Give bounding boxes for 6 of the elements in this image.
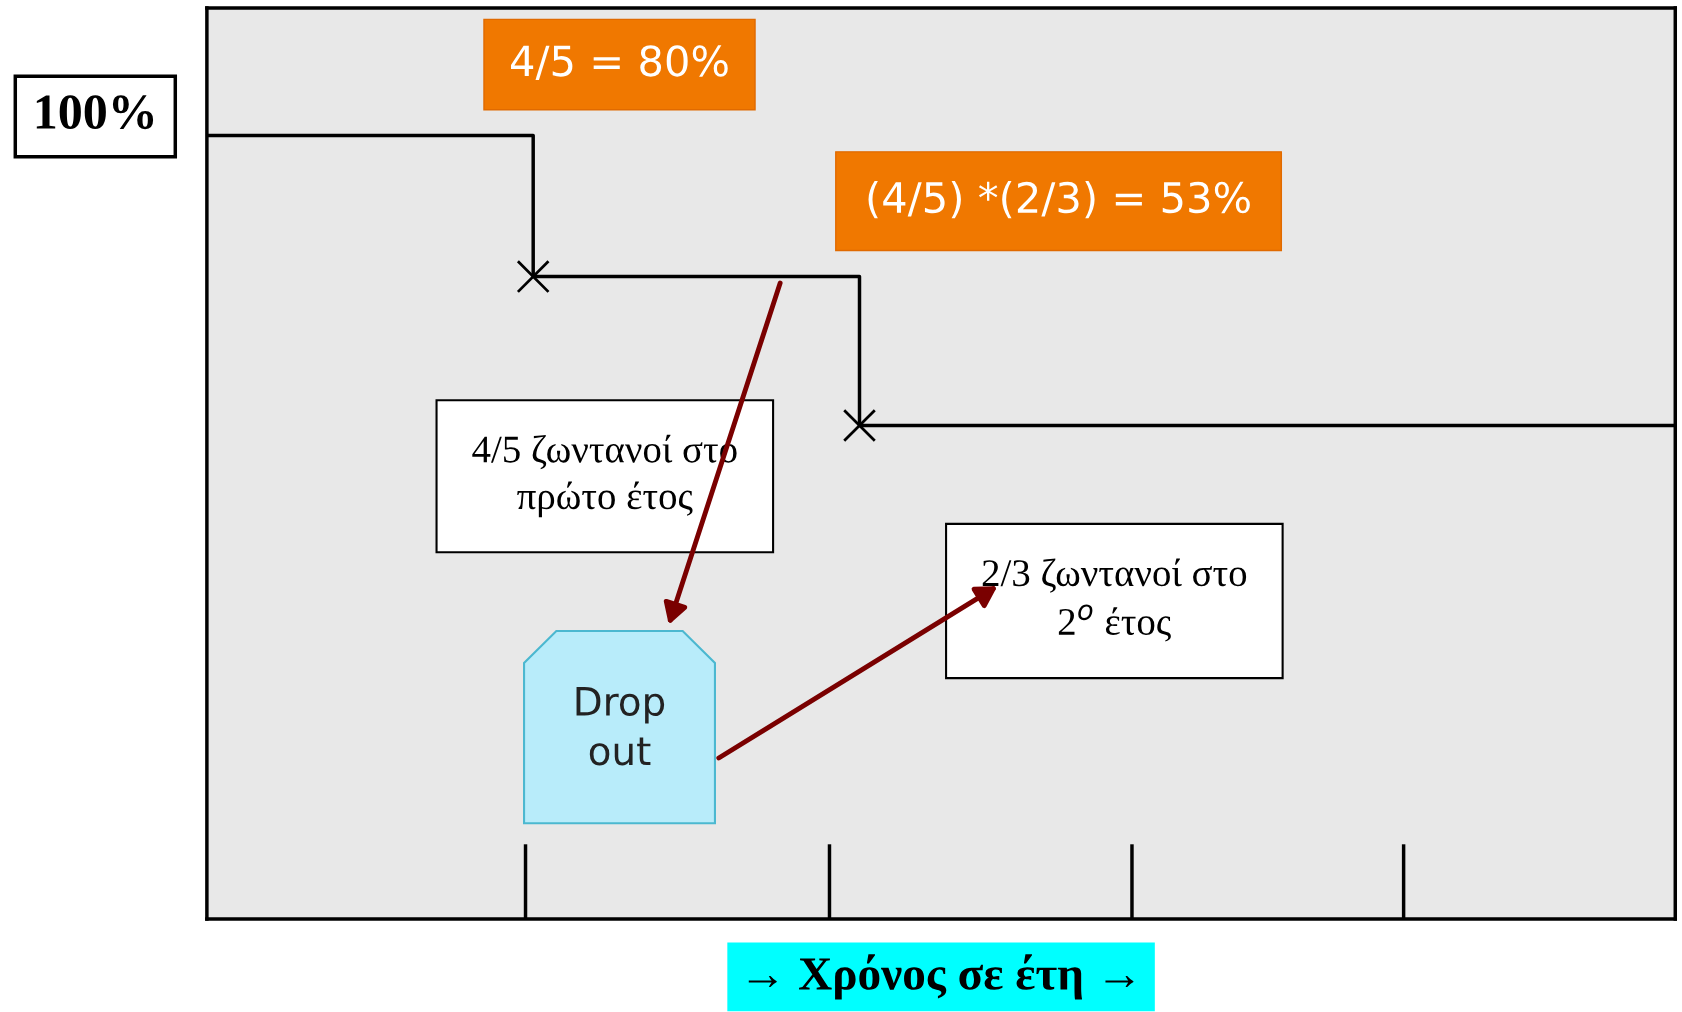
text: 4/5 = 80% xyxy=(511,45,728,80)
annotation: Drop out xyxy=(576,687,665,766)
annotation: 2/3 ζωντανοί στο 2$^{o}$ έτος xyxy=(982,558,1247,642)
annotation: (4/5) *(2/3) = 53% xyxy=(868,181,1250,219)
x-axis-title: → Χρόνος σε έτη → xyxy=(748,954,1134,1000)
text: 100% xyxy=(36,95,154,130)
